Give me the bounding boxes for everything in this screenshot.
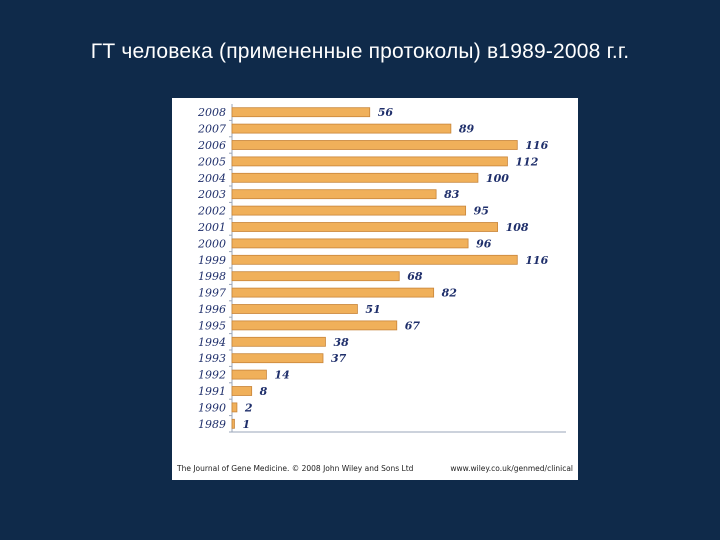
y-tick-label: 2005 [197,155,226,168]
data-label: 89 [459,123,475,136]
bar [231,172,479,183]
bar [231,287,435,298]
y-tick-label: 1991 [198,385,226,398]
bar [231,205,467,216]
y-tick-label: 1992 [198,369,226,382]
bar [231,304,358,314]
y-tick-label: 2002 [197,205,226,218]
chart-figure: 2008 56 2007 89 2006 116 2005 112 2004 100 2003 83 2… [172,98,578,480]
y-tick-label: 1989 [198,418,226,431]
data-label: 14 [274,369,289,382]
data-label: 95 [474,205,489,218]
data-label: 1 [242,418,250,431]
data-label: 56 [378,106,394,119]
y-tick-label: 2000 [197,237,226,250]
y-tick-label: 1996 [198,303,226,316]
y-tick-label: 1999 [198,254,226,267]
bar [231,336,326,347]
y-tick-label: 2006 [197,139,226,152]
footer-url: www.wiley.co.uk/genmed/clinical [450,464,573,473]
y-tick-label: 1993 [198,352,226,365]
y-tick-label: 1995 [198,319,226,332]
y-tick-label: 1997 [198,287,226,300]
y-tick-label: 2007 [197,123,226,136]
bar [231,386,253,396]
bar [231,123,452,134]
footer-citation: The Journal of Gene Medicine. © 2008 Joh… [177,464,414,473]
data-label: 37 [331,352,347,365]
bar [231,353,324,364]
data-label: 82 [442,287,458,300]
y-tick-label: 1998 [198,270,226,283]
y-tick-label: 2004 [197,172,226,185]
data-label: 38 [333,336,349,349]
slide-title: ГТ человека (примененные протоколы) в198… [90,40,630,63]
bar [231,369,267,380]
data-label: 68 [407,270,423,283]
y-tick-label: 2001 [197,221,226,234]
bar [231,189,437,200]
data-label: 112 [515,155,538,168]
y-tick-label: 1994 [198,336,226,349]
bar [231,222,499,232]
bar [231,156,508,167]
y-tick-label: 2003 [197,188,226,201]
bar [231,140,518,150]
bar [231,254,518,265]
data-label: 83 [444,188,460,201]
data-label: 116 [525,139,548,152]
data-label: 96 [476,237,492,250]
bar [231,107,371,118]
bar-chart: 2008 56 2007 89 2006 116 2005 112 2004 100 2003 83 2… [197,104,566,433]
y-tick-label: 2008 [197,106,226,119]
data-label: 108 [506,221,529,234]
data-label: 51 [365,303,380,316]
data-label: 2 [244,401,253,414]
data-label: 116 [525,254,548,267]
data-label: 100 [486,172,509,185]
bar [231,402,238,413]
bar [231,320,398,331]
y-tick-label: 1990 [198,401,226,414]
data-label: 67 [405,319,421,332]
data-label: 8 [260,385,268,398]
bar [231,238,469,249]
figure-footer: The Journal of Gene Medicine. © 2008 Joh… [177,464,573,476]
bar [231,271,400,282]
bar [231,418,235,429]
